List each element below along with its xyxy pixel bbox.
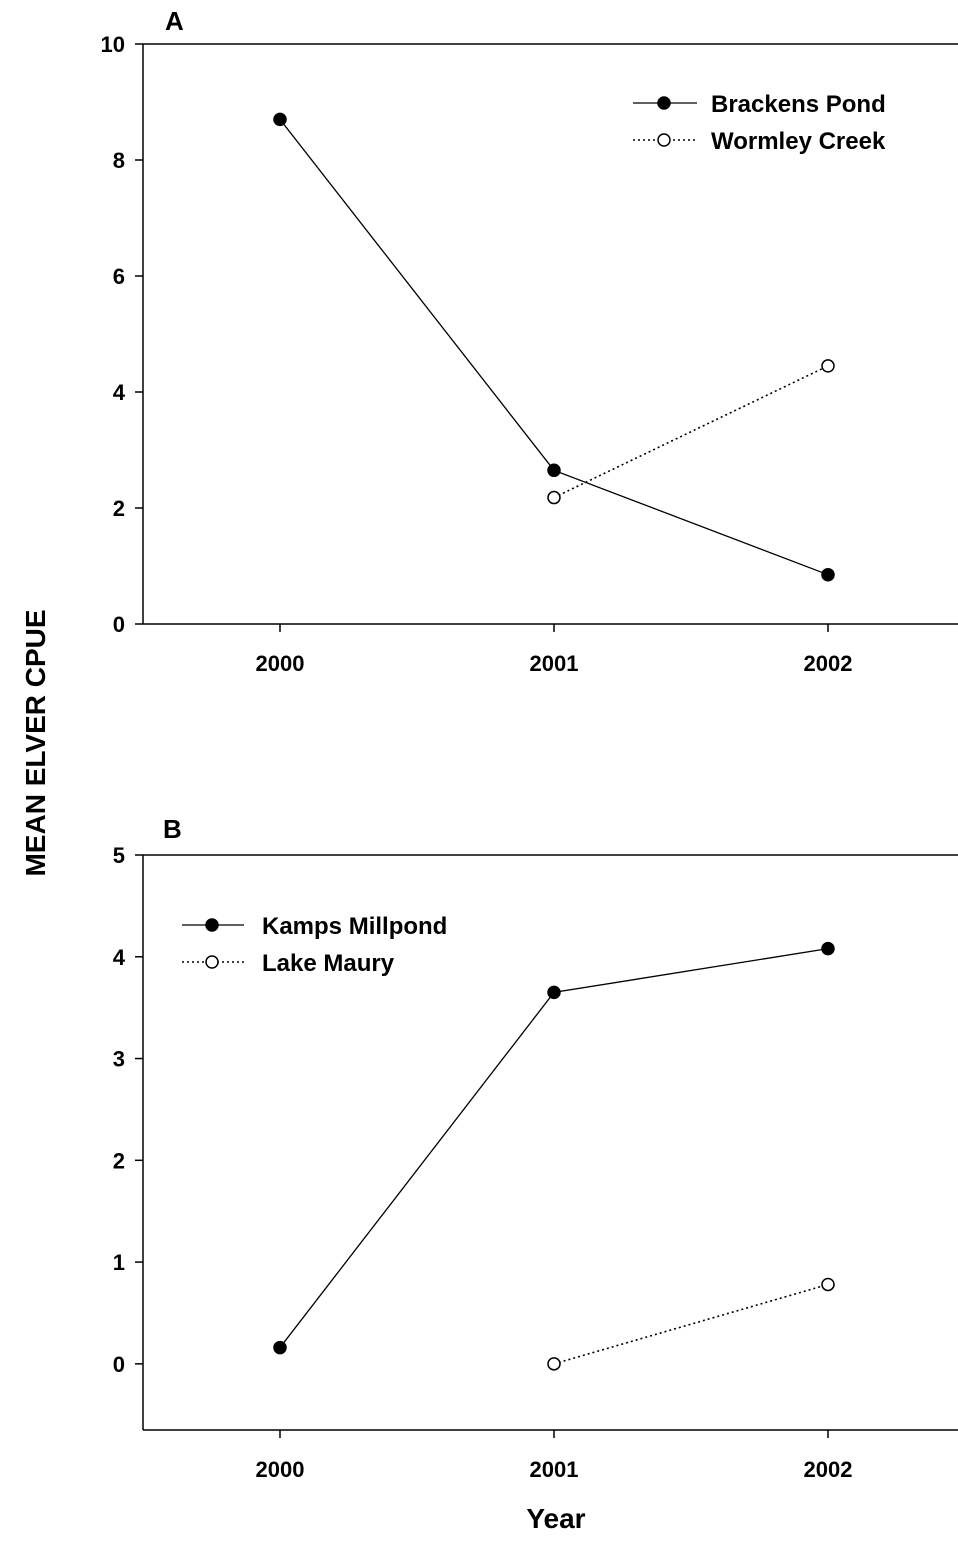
legend-label-brackens-pond: Brackens Pond	[711, 91, 886, 118]
legend-marker-wormley-creek	[658, 134, 670, 146]
series-line-wormley-creek	[554, 366, 828, 498]
panel-b: B 0 1 2 3 4 5 2000 2001 2002 Kamps Millpond Lake Ma…	[113, 814, 958, 1482]
y-tick-label: 0	[113, 612, 125, 637]
data-point-lake-maury	[822, 1278, 834, 1290]
legend-marker-kamps-millpond	[206, 919, 218, 931]
y-tick-label: 0	[113, 1352, 125, 1377]
y-tick-label: 4	[113, 380, 126, 405]
y-tick-label: 4	[113, 945, 126, 970]
series-line-kamps-millpond	[280, 949, 828, 1348]
x-tick-label: 2000	[256, 651, 305, 676]
data-point-kamps-millpond	[274, 1342, 286, 1354]
x-tick-label: 2002	[804, 651, 853, 676]
x-tick-label: 2001	[530, 1457, 579, 1482]
data-point-kamps-millpond	[822, 943, 834, 955]
data-point-kamps-millpond	[548, 986, 560, 998]
y-tick-label: 1	[113, 1250, 125, 1275]
y-tick-label: 5	[113, 843, 125, 868]
legend-label-lake-maury: Lake Maury	[262, 950, 395, 977]
x-tick-label: 2002	[804, 1457, 853, 1482]
x-axis-title: Year	[526, 1503, 585, 1534]
legend-marker-lake-maury	[206, 956, 218, 968]
y-tick-label: 2	[113, 1148, 125, 1173]
data-point-brackens-pond	[822, 569, 834, 581]
y-tick-label: 10	[101, 32, 125, 57]
data-point-lake-maury	[548, 1358, 560, 1370]
data-point-brackens-pond	[548, 464, 560, 476]
data-point-wormley-creek	[548, 492, 560, 504]
x-tick-label: 2000	[256, 1457, 305, 1482]
y-tick-label: 6	[113, 264, 125, 289]
series-line-lake-maury	[554, 1284, 828, 1363]
panel-letter: A	[165, 6, 184, 36]
y-tick-label: 2	[113, 496, 125, 521]
data-point-brackens-pond	[274, 113, 286, 125]
y-tick-label: 8	[113, 148, 125, 173]
data-point-wormley-creek	[822, 360, 834, 372]
y-axis-title: MEAN ELVER CPUE	[20, 609, 51, 876]
series-line-brackens-pond	[280, 119, 828, 574]
panel-a: A 0 2 4 6 8 10 2000 2001 2002 Brackens Pond Wormley…	[101, 6, 958, 676]
panel-letter: B	[163, 814, 182, 844]
legend-marker-brackens-pond	[658, 97, 670, 109]
legend-label-kamps-millpond: Kamps Millpond	[262, 913, 447, 940]
y-tick-label: 3	[113, 1047, 125, 1072]
x-tick-label: 2001	[530, 651, 579, 676]
legend-label-wormley-creek: Wormley Creek	[711, 128, 886, 155]
